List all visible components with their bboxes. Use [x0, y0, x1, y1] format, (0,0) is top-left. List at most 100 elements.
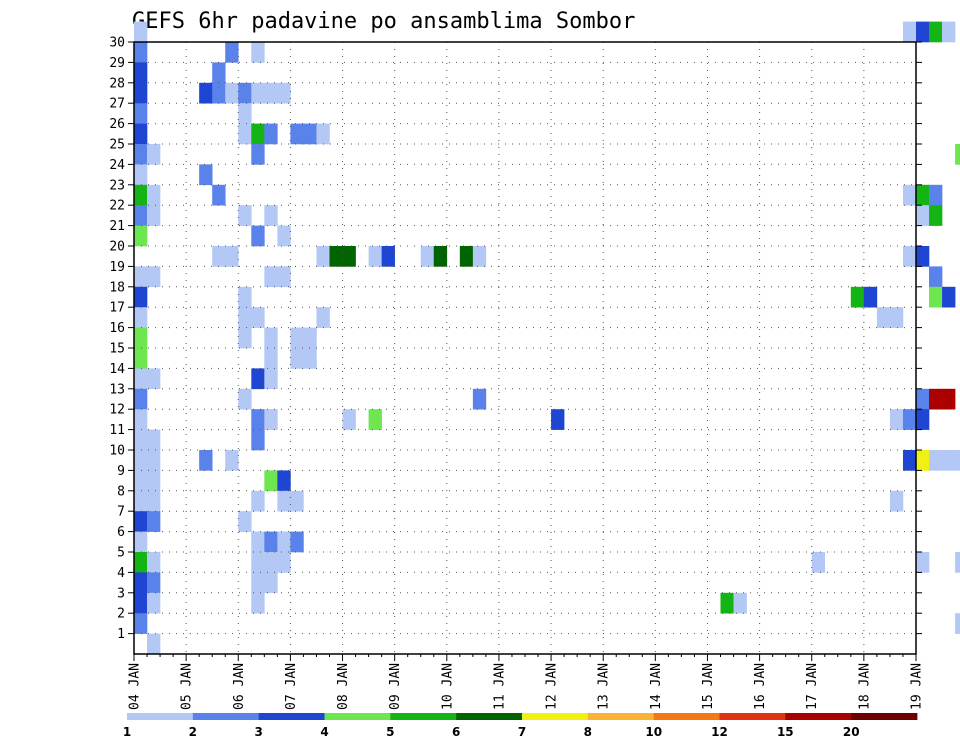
heatmap-cell [251, 490, 265, 512]
y-tick-label: 16 [109, 321, 125, 336]
legend-label: 5 [386, 725, 394, 739]
heatmap-cell [147, 552, 161, 573]
x-tick-label: 04 JAN [128, 663, 143, 710]
legend-label: 7 [518, 725, 526, 739]
heatmap-cell [942, 388, 956, 410]
heatmap-cell [733, 592, 747, 614]
heatmap-cell [329, 246, 343, 267]
legend-swatch [127, 713, 194, 720]
y-tick-label: 24 [109, 158, 125, 173]
heatmap-cell [134, 103, 148, 124]
heatmap-cell [277, 82, 291, 104]
x-tick-label: 06 JAN [232, 663, 247, 710]
heatmap-cell [225, 82, 239, 104]
heatmap-cell [134, 552, 148, 573]
y-tick-label: 30 [109, 36, 125, 51]
heatmap-cell [277, 470, 291, 492]
x-tick-label: 08 JAN [336, 663, 351, 710]
heatmap-cell [147, 450, 161, 471]
y-axis: 1234567891011121314151617181920212223242… [109, 36, 922, 642]
heatmap-cell [251, 42, 265, 63]
x-tick-label: 10 JAN [440, 663, 455, 710]
heatmap-cell [225, 42, 239, 63]
heatmap-cell [916, 184, 930, 206]
heatmap-cell [251, 429, 265, 451]
heatmap-cell [929, 205, 943, 226]
heatmap-cell [916, 21, 930, 43]
heatmap-cell [902, 450, 917, 471]
heatmap-cells [134, 21, 960, 655]
heatmap-cell [251, 82, 265, 104]
y-tick-label: 4 [117, 566, 125, 581]
heatmap-cell [251, 552, 265, 573]
y-tick-label: 10 [109, 444, 125, 459]
y-tick-label: 11 [109, 423, 125, 438]
heatmap-cell [942, 21, 956, 43]
heatmap-cell [316, 307, 330, 328]
heatmap-cell [290, 531, 304, 553]
heatmap-cell [238, 307, 252, 328]
y-tick-label: 5 [117, 546, 125, 561]
heatmap-cell [277, 266, 291, 288]
heatmap-cell [277, 490, 291, 512]
y-tick-label: 28 [109, 76, 125, 91]
x-tick-label: 09 JAN [388, 663, 403, 710]
heatmap-cell [916, 246, 930, 267]
y-tick-label: 20 [109, 240, 125, 255]
legend-label: 2 [189, 725, 197, 739]
heatmap-cell [147, 592, 161, 614]
heatmap-cell [929, 266, 943, 288]
heatmap-cell [199, 164, 213, 186]
heatmap-cell [955, 552, 960, 573]
y-tick-label: 22 [109, 199, 125, 214]
heatmap-cell [134, 21, 148, 43]
heatmap-cell [264, 531, 278, 553]
heatmap-cell [303, 327, 317, 349]
heatmap-cell [955, 613, 960, 634]
heatmap-cell [929, 450, 943, 471]
heatmap-cell [134, 327, 148, 349]
heatmap-cell [889, 409, 904, 430]
heatmap-cell [134, 184, 148, 206]
heatmap-cell [916, 409, 930, 430]
heatmap-cell [368, 409, 382, 430]
heatmap-cell [290, 348, 304, 369]
heatmap-cell [251, 225, 265, 247]
heatmap-cell [251, 409, 265, 430]
y-tick-label: 15 [109, 342, 125, 357]
heatmap-cell [290, 490, 304, 512]
heatmap-cell [134, 205, 148, 226]
heatmap-cell [134, 388, 148, 410]
legend-swatch [587, 713, 655, 720]
heatmap-cell [929, 388, 943, 410]
y-tick-label: 23 [109, 178, 125, 193]
heatmap-cell [850, 286, 865, 308]
y-tick-label: 17 [109, 301, 125, 316]
x-tick-label: 15 JAN [701, 663, 716, 710]
heatmap-cell [134, 164, 148, 186]
legend-swatch [456, 713, 523, 720]
y-tick-label: 25 [109, 138, 125, 153]
heatmap-cell [290, 327, 304, 349]
chart-title: GEFS 6hr padavine po ansamblima Sombor [132, 9, 635, 34]
legend-label: 6 [452, 725, 460, 739]
heatmap-cell [277, 552, 291, 573]
y-tick-label: 6 [117, 525, 125, 540]
heatmap-cell [916, 205, 930, 226]
heatmap-cell [955, 450, 960, 471]
heatmap-cell [134, 531, 148, 553]
y-tick-label: 29 [109, 56, 125, 71]
x-tick-label: 16 JAN [753, 663, 768, 710]
y-tick-label: 27 [109, 97, 125, 112]
heatmap-cell [916, 388, 930, 410]
heatmap-cell [147, 470, 161, 492]
heatmap-cell [720, 592, 734, 614]
legend-label: 3 [255, 725, 263, 739]
heatmap-cell [929, 21, 943, 43]
heatmap-cell [134, 266, 148, 288]
heatmap-cell [342, 246, 356, 267]
heatmap-cell [134, 470, 148, 492]
x-tick-label: 14 JAN [649, 663, 664, 710]
y-tick-label: 13 [109, 382, 125, 397]
